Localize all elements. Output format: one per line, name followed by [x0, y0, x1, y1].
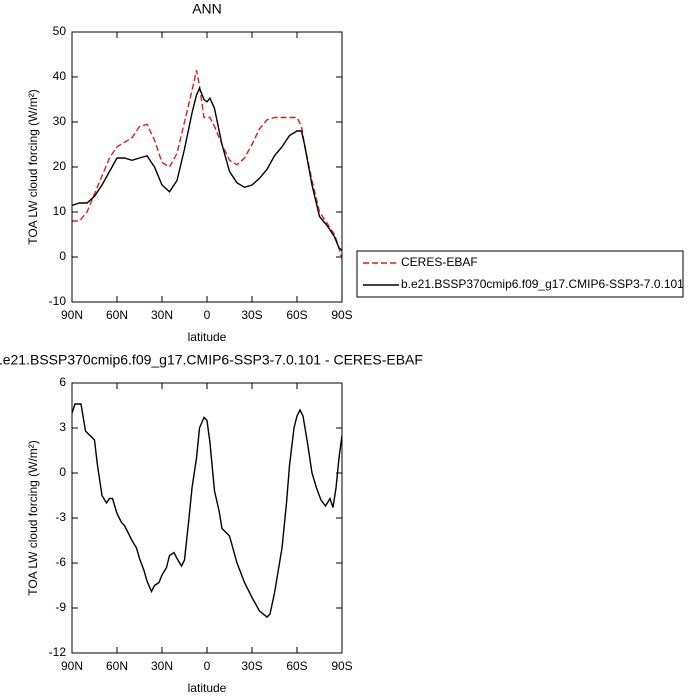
y-axis-label: TOA LW cloud forcing (W/m²) [26, 440, 40, 596]
x-tick-label: 30N [151, 308, 173, 322]
legend-label: CERES-EBAF [401, 255, 478, 269]
y-tick-label: -9 [55, 600, 66, 614]
y-tick-label: 20 [53, 159, 67, 173]
y-tick-label: 3 [59, 420, 66, 434]
x-axis-label: latitude [188, 330, 227, 344]
y-tick-label: -10 [49, 294, 67, 308]
data-line [72, 86, 342, 251]
x-tick-label: 60N [106, 659, 128, 673]
x-tick-label: 30N [151, 659, 173, 673]
y-tick-label: 6 [59, 375, 66, 389]
y-tick-label: -6 [55, 555, 66, 569]
legend-box [356, 250, 684, 298]
x-tick-label: 60N [106, 308, 128, 322]
legend-label: b.e21.BSSP370cmip6.f09_g17.CMIP6-SSP3-7.… [401, 277, 684, 291]
chart-title: b.e21.BSSP370cmip6.f09_g17.CMIP6-SSP3-7.… [0, 352, 423, 368]
x-tick-label: 60S [286, 308, 307, 322]
y-tick-label: 50 [53, 24, 67, 38]
data-line [72, 403, 342, 618]
y-axis-label: TOA LW cloud forcing (W/m²) [26, 89, 40, 245]
x-tick-label: 30S [241, 659, 262, 673]
y-tick-label: 0 [59, 465, 66, 479]
x-tick-label: 60S [286, 659, 307, 673]
x-tick-label: 30S [241, 308, 262, 322]
plot-frame [71, 31, 343, 303]
plot-frame [71, 382, 343, 654]
y-tick-label: 30 [53, 114, 67, 128]
y-tick-label: -3 [55, 510, 66, 524]
x-tick-label: 0 [204, 659, 211, 673]
x-tick-label: 0 [204, 308, 211, 322]
x-axis-label: latitude [188, 681, 227, 695]
y-tick-label: -12 [49, 645, 67, 659]
y-tick-label: 0 [59, 249, 66, 263]
x-tick-label: 90S [331, 659, 352, 673]
x-tick-label: 90S [331, 308, 352, 322]
y-tick-label: 40 [53, 69, 67, 83]
x-tick-label: 90N [61, 659, 83, 673]
data-line [72, 70, 342, 260]
chart-title: ANN [192, 1, 222, 17]
y-tick-label: 10 [53, 204, 67, 218]
x-tick-label: 90N [61, 308, 83, 322]
